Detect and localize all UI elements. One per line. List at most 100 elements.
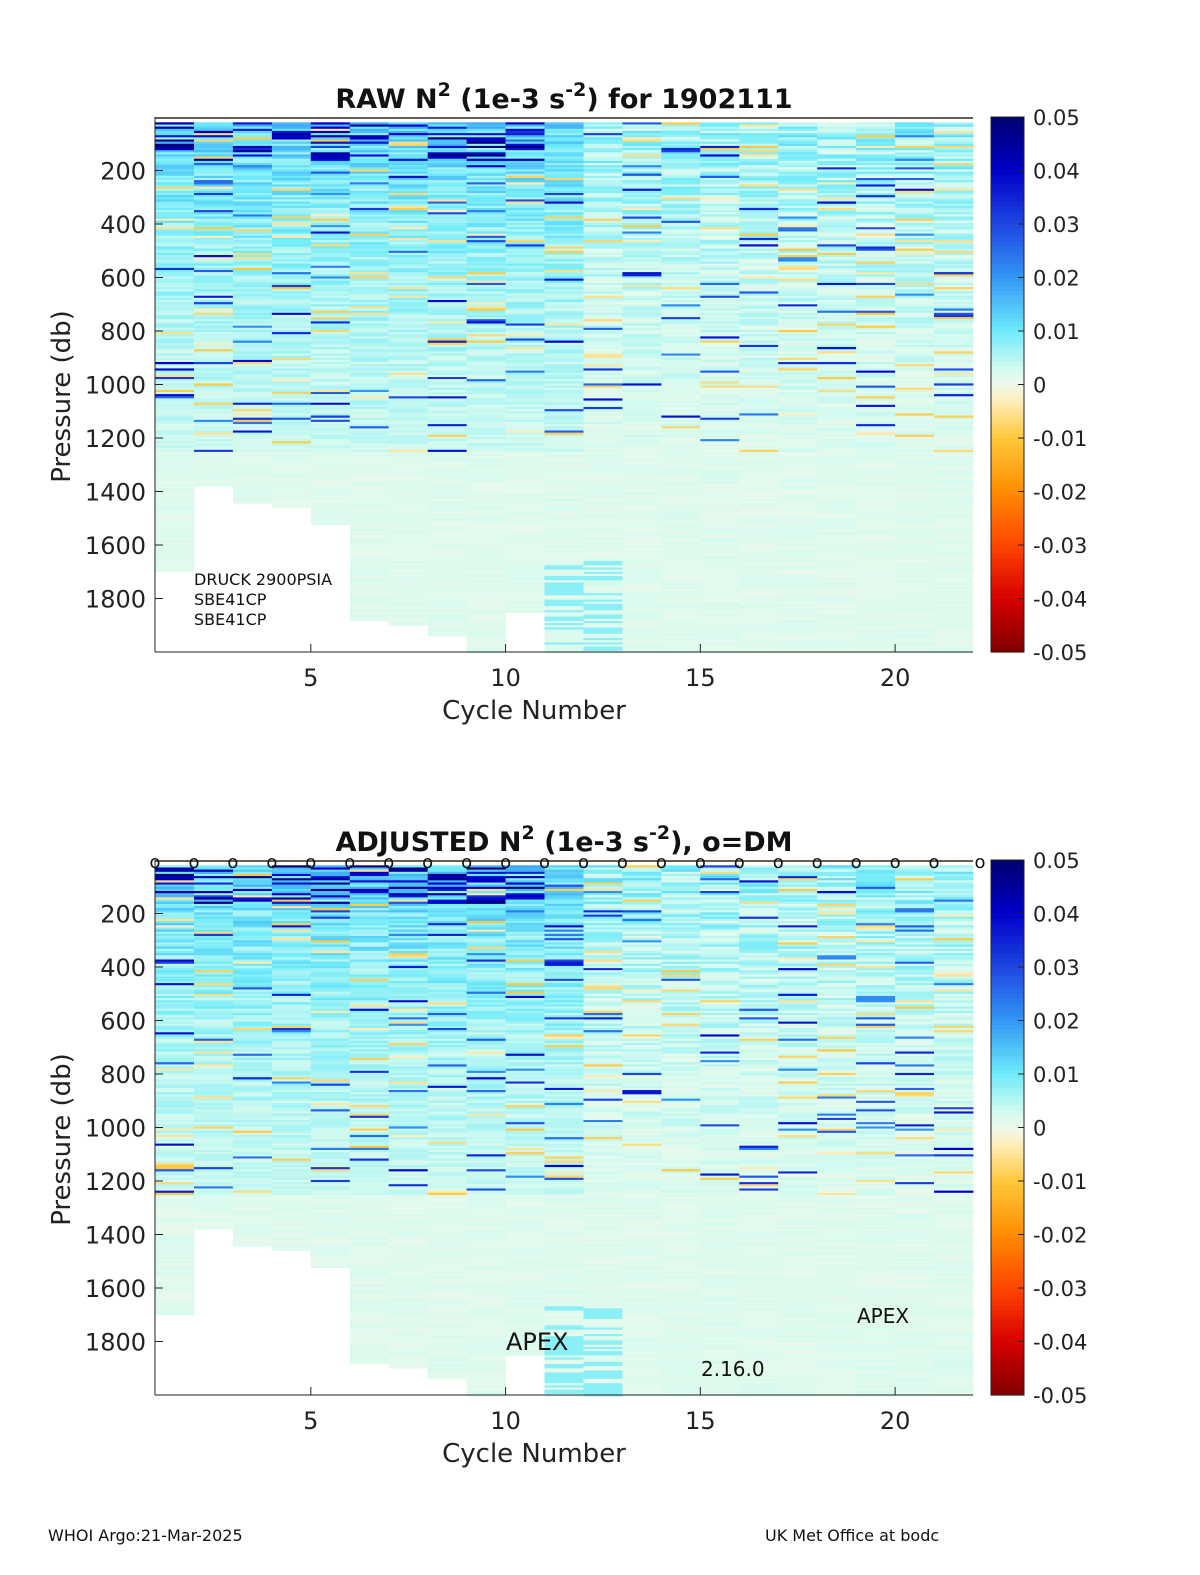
heatmap-cell: [739, 366, 779, 369]
heatmap-cell: [778, 584, 818, 588]
heatmap-cell: [427, 297, 468, 301]
heatmap-cell: [505, 197, 545, 200]
heatmap-cell: [194, 456, 234, 459]
heatmap-cell: [895, 154, 935, 157]
heatmap-cell: [739, 351, 779, 354]
heatmap-cell: [155, 319, 195, 322]
heatmap-cell: [310, 297, 351, 301]
heatmap-cell: [817, 327, 857, 331]
heatmap-cell: [194, 265, 234, 269]
heatmap-cell: [778, 571, 818, 575]
heatmap-cell: [427, 214, 468, 217]
heatmap-cell: [310, 439, 351, 442]
heatmap-cell: [661, 501, 701, 504]
heatmap-cell: [232, 417, 273, 421]
heatmap-cell: [466, 278, 506, 282]
heatmap-cell: [895, 499, 935, 502]
heatmap-cell: [544, 265, 584, 269]
heatmap-cell: [856, 503, 896, 506]
heatmap-cell: [895, 409, 935, 412]
heatmap-cell: [622, 156, 662, 160]
heatmap-cell: [544, 327, 584, 331]
heatmap-cell: [778, 404, 818, 408]
heatmap-cell: [583, 469, 623, 472]
heatmap-cell: [310, 218, 351, 222]
heatmap-cell: [427, 518, 468, 521]
heatmap-cell: [700, 573, 740, 577]
heatmap-cell: [544, 400, 584, 404]
heatmap-cell: [505, 586, 545, 590]
heatmap-cell: [505, 122, 545, 125]
heatmap-cell: [661, 385, 701, 389]
heatmap-cell: [622, 257, 662, 260]
heatmap-cell: [856, 252, 896, 256]
colorbar-segment: [991, 406, 1024, 412]
heatmap-cell: [778, 415, 818, 418]
heatmap-cell: [310, 295, 351, 299]
heatmap-cell: [856, 394, 896, 397]
heatmap-cell: [583, 531, 623, 534]
heatmap-cell: [739, 404, 779, 408]
heatmap-cell: [271, 327, 312, 331]
heatmap-cell: [271, 261, 312, 264]
heatmap-cell: [155, 306, 195, 309]
heatmap-cell: [739, 135, 779, 138]
heatmap-cell: [466, 543, 506, 547]
heatmap-cell: [739, 614, 779, 617]
heatmap-cell: [778, 411, 818, 414]
heatmap-cell: [388, 145, 429, 149]
heatmap-cell: [778, 225, 818, 228]
heatmap-cell: [661, 608, 701, 611]
colorbar-segment: [991, 402, 1024, 408]
heatmap-cell: [388, 180, 429, 183]
colorbar-segment: [991, 585, 1024, 591]
heatmap-cell: [155, 323, 195, 326]
heatmap-cell: [349, 122, 390, 125]
heatmap-cell: [661, 188, 701, 192]
heatmap-cell: [349, 287, 390, 290]
heatmap-cell: [895, 415, 935, 418]
heatmap-cell: [427, 197, 468, 200]
heatmap-cell: [583, 287, 623, 290]
y-tick-label: 600: [100, 265, 146, 293]
heatmap-cell: [895, 392, 935, 395]
heatmap-cell: [778, 451, 818, 455]
heatmap-cell: [271, 297, 312, 301]
heatmap-cell: [622, 473, 662, 476]
heatmap-cell: [155, 426, 195, 429]
heatmap-cell: [778, 274, 818, 277]
heatmap-cell: [856, 586, 896, 590]
heatmap-cell: [817, 128, 857, 132]
heatmap-cell: [583, 441, 623, 444]
heatmap-cell: [349, 364, 390, 367]
heatmap-cell: [271, 383, 312, 386]
heatmap-cell: [232, 128, 273, 132]
heatmap-cell: [427, 244, 468, 247]
heatmap-cell: [505, 130, 545, 134]
heatmap-cell: [700, 490, 740, 493]
heatmap-cell: [622, 576, 662, 579]
heatmap-cell: [271, 377, 312, 380]
heatmap-cell: [505, 445, 545, 448]
heatmap-cell: [505, 381, 545, 384]
heatmap-cell: [232, 499, 273, 502]
heatmap-cell: [700, 576, 740, 579]
heatmap-cell: [271, 370, 312, 374]
heatmap-cell: [934, 578, 974, 581]
heatmap-cell: [427, 308, 468, 311]
heatmap-cell: [934, 623, 974, 626]
heatmap-cell: [739, 638, 779, 641]
heatmap-cell: [856, 458, 896, 461]
heatmap-cell: [310, 276, 351, 279]
heatmap-cell: [155, 347, 195, 350]
heatmap-cell: [349, 321, 390, 324]
heatmap-cell: [349, 573, 390, 577]
heatmap-cell: [661, 304, 701, 307]
heatmap-cell: [349, 137, 390, 140]
heatmap-cell: [583, 492, 623, 496]
heatmap-cell: [817, 385, 857, 389]
heatmap-cell: [427, 130, 468, 134]
heatmap-cell: [778, 218, 818, 222]
heatmap-cell: [310, 319, 351, 322]
heatmap-cell: [934, 618, 974, 622]
